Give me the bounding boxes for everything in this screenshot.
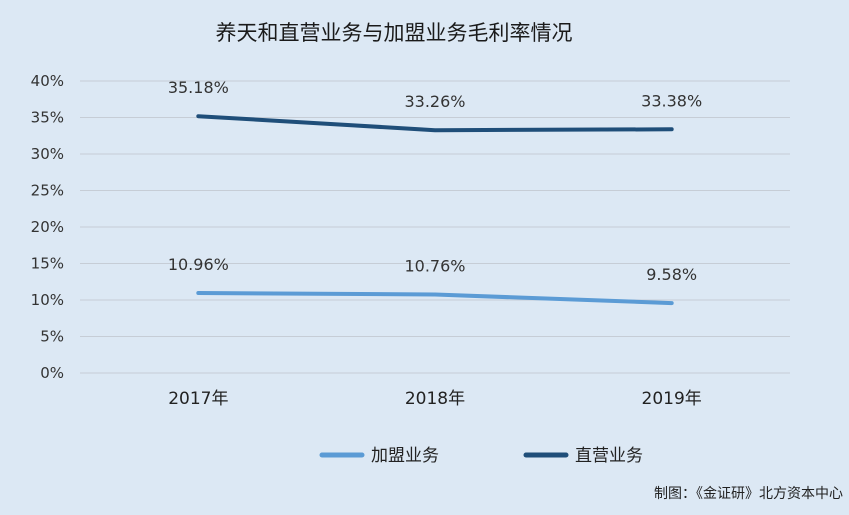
series-lines: [196, 114, 674, 306]
x-tick-label: 2019年: [642, 389, 702, 409]
y-tick-label: 15%: [31, 255, 64, 273]
data-label: 10.76%: [404, 256, 465, 275]
x-tick-label: 2018年: [405, 389, 465, 409]
data-labels: 10.96% 10.76% 9.58% 35.18% 33.26% 33.38%: [168, 78, 702, 284]
legend-label: 直营业务: [575, 446, 643, 466]
y-axis-ticks: 0% 5% 10% 15% 20% 25% 30% 35% 40%: [31, 72, 64, 382]
data-label: 10.96%: [168, 255, 229, 274]
series-line-1: [196, 114, 674, 133]
y-tick-label: 25%: [31, 182, 64, 200]
grid-lines: [80, 80, 790, 374]
y-tick-label: 35%: [31, 109, 64, 127]
x-axis-ticks: 2017年 2018年 2019年: [168, 389, 702, 409]
y-tick-label: 30%: [31, 145, 64, 163]
legend-label: 加盟业务: [371, 446, 439, 466]
y-tick-label: 40%: [31, 72, 64, 90]
data-label: 9.58%: [646, 265, 697, 284]
legend: 加盟业务 直营业务: [319, 446, 643, 466]
source-note: 制图：《金证研》北方资本中心: [654, 486, 843, 502]
data-label: 33.38%: [641, 91, 702, 110]
chart-title: 养天和直营业务与加盟业务毛利率情况: [216, 21, 573, 45]
x-tick-label: 2017年: [168, 389, 228, 409]
data-label: 33.26%: [404, 92, 465, 111]
y-tick-label: 0%: [40, 364, 64, 382]
data-label: 35.18%: [168, 78, 229, 97]
series-line-0: [196, 291, 674, 306]
y-tick-label: 20%: [31, 218, 64, 236]
y-tick-label: 5%: [40, 328, 64, 346]
y-tick-label: 10%: [31, 291, 64, 309]
